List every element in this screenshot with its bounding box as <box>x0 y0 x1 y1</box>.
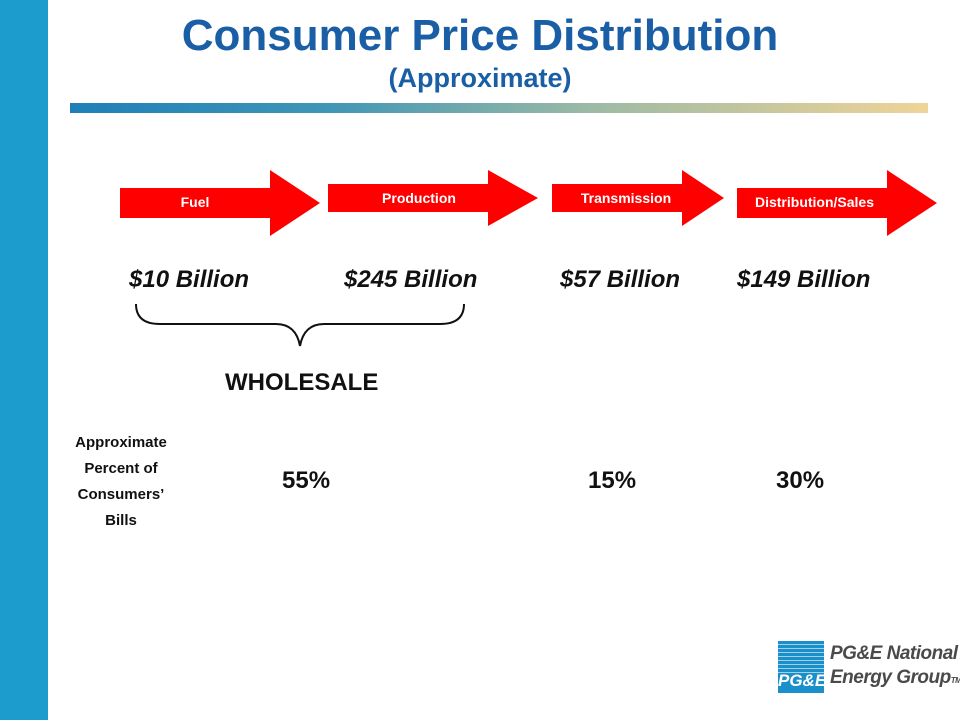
production-arrow-shape <box>328 170 538 226</box>
pge-logo: PG&E PG&E National Energy GroupTM <box>778 641 960 693</box>
distribution-sales-arrow-shape <box>737 170 937 236</box>
wholesale-brace <box>135 303 465 347</box>
pge-logo-line1: PG&E National <box>830 643 958 664</box>
transmission-amount: $57 Billion <box>560 266 681 293</box>
left-sidebar-bar <box>0 0 48 720</box>
percent-row-label-line: Bills <box>105 512 137 529</box>
title-gradient-rule <box>70 103 928 113</box>
fuel-label: Fuel <box>180 194 210 210</box>
distribution-sales-label: Distribution/Sales <box>754 194 875 210</box>
fuel-arrow-shape <box>120 170 320 236</box>
percent-row-label-line: Consumers’ <box>77 486 165 503</box>
pge-logo-mark: PG&E <box>778 641 824 693</box>
pge-logo-line2: Energy Group <box>830 667 951 688</box>
transmission-arrow-shape <box>552 170 724 226</box>
trademark-symbol: TM <box>950 676 960 685</box>
fuel-arrow: Fuel <box>120 170 320 236</box>
percent-row-label-line: Percent of <box>84 460 158 477</box>
wholesale-percent: 55% <box>282 467 331 494</box>
wholesale-label: WHOLESALE <box>225 369 379 396</box>
distribution-sales-percent: 30% <box>776 467 825 494</box>
production-amount: $245 Billion <box>344 266 478 293</box>
transmission-percent: 15% <box>588 467 637 494</box>
distribution-sales-amount: $149 Billion <box>737 266 871 293</box>
percent-row-label-line: Approximate <box>75 434 167 451</box>
page-title: Consumer Price Distribution <box>181 11 779 60</box>
distribution-sales-arrow: Distribution/Sales <box>737 170 937 236</box>
pge-logo-wordmark: PG&E National Energy GroupTM <box>830 642 960 693</box>
transmission-arrow: Transmission <box>552 170 724 226</box>
transmission-label: Transmission <box>580 190 672 206</box>
fuel-amount: $10 Billion <box>129 266 250 293</box>
percent-row-label: Approximate Percent of Consumers’ Bills <box>52 430 190 534</box>
pge-logo-mark-text: PG&E <box>778 671 824 690</box>
production-label: Production <box>382 190 456 206</box>
page-subtitle: (Approximate) <box>388 63 572 93</box>
production-arrow: Production <box>328 170 538 226</box>
